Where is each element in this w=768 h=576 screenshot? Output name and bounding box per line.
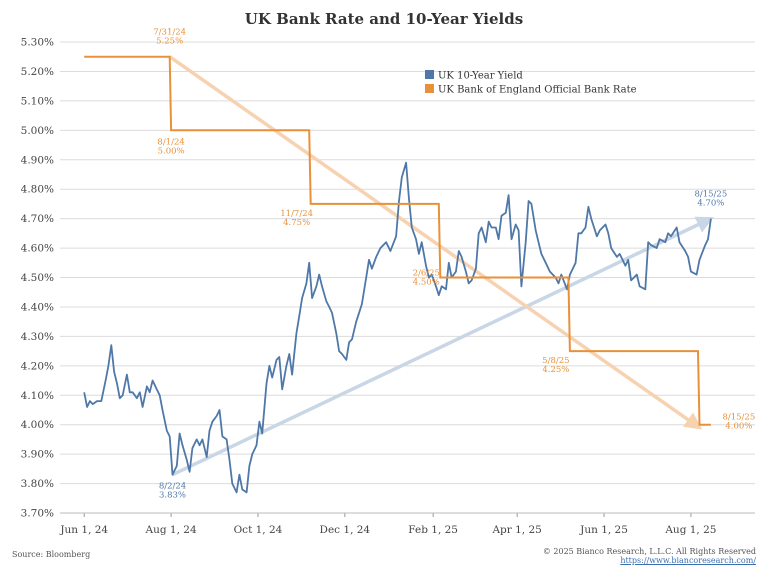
y-tick-label: 3.70% [21,508,54,520]
y-tick-label: 5.00% [21,125,54,137]
rate-trend-arrow [168,55,703,430]
annotation-date: 8/15/25 [694,190,727,200]
legend-label: UK Bank of England Official Bank Rate [438,85,637,96]
x-tick-label: Dec 1, 24 [320,524,371,536]
x-tick-label: Aug 1, 25 [664,524,716,536]
website-link[interactable]: https://www.biancoresearch.com/ [620,556,756,565]
annotation-date: 8/2/24 [159,482,186,492]
x-tick-label: Jun 1, 24 [59,524,108,536]
grid-layer [60,41,755,514]
y-tick-label: 4.00% [21,419,54,431]
y-tick-label: 5.30% [21,37,54,49]
y-tick-label: 3.90% [21,449,54,461]
annotation-value: 4.75% [283,218,310,228]
y-tick-label: 4.10% [21,390,54,402]
copyright-text: © 2025 Bianco Research, L.L.C. All Right… [542,547,756,556]
x-tick-label: Feb 1, 25 [408,524,458,536]
axis-layer: 3.70% 3.80% 3.90% 4.00% 4.10% 4.20% 4.30% 4.40%… [21,37,755,536]
annotation-date: 5/8/25 [542,356,569,366]
y-tick-label: 4.80% [21,184,54,196]
legend-swatch [425,84,434,93]
y-tick-label: 5.20% [21,66,54,78]
y-tick-label: 4.40% [21,301,54,313]
annotation-date: 11/7/24 [280,209,313,219]
y-tick-label: 4.60% [21,243,54,255]
y-tick-label: 4.90% [21,154,54,166]
annotation-date: 8/1/24 [157,137,184,147]
annotation-value: 5.00% [158,146,185,156]
annotation-date: 7/31/24 [153,28,186,38]
source-note: Source: Bloomberg [12,550,91,559]
annotation-value: 5.25% [156,37,183,47]
yield-trend-arrow [171,216,715,477]
y-tick-label: 5.10% [21,95,54,107]
annotation-value: 4.25% [542,365,569,375]
yield-series-line [83,161,712,494]
bank-rate-series-line [84,55,711,426]
y-tick-label: 3.80% [21,478,54,490]
annotation-value: 4.70% [697,199,724,209]
y-tick-label: 4.50% [21,272,54,284]
annotation-layer: 7/31/245.25% 8/1/245.00% 11/7/244.75% 2/6/2… [153,28,755,501]
series-layer [83,55,712,494]
copyright-block: © 2025 Bianco Research, L.L.C. All Right… [543,547,756,565]
annotation-value: 3.83% [159,491,186,501]
x-tick-label: Jun 1, 25 [579,524,628,536]
annotation-value: 4.50% [413,278,440,288]
annotation-value: 4.00% [725,422,752,432]
annotation-date: 8/15/25 [722,413,755,423]
annotation-date: 2/6/25 [413,269,440,279]
legend-swatch [425,70,434,79]
chart-title: UK Bank Rate and 10-Year Yields [244,10,524,28]
legend: UK 10-Year Yield UK Bank of England Offic… [425,70,637,96]
y-tick-label: 4.70% [21,213,54,225]
x-tick-label: Aug 1, 24 [145,524,197,536]
y-tick-label: 4.20% [21,360,54,372]
legend-label: UK 10-Year Yield [438,71,523,82]
y-tick-label: 4.30% [21,331,54,343]
x-tick-label: Apr 1, 25 [491,524,541,536]
x-tick-label: Oct 1, 24 [234,524,283,536]
